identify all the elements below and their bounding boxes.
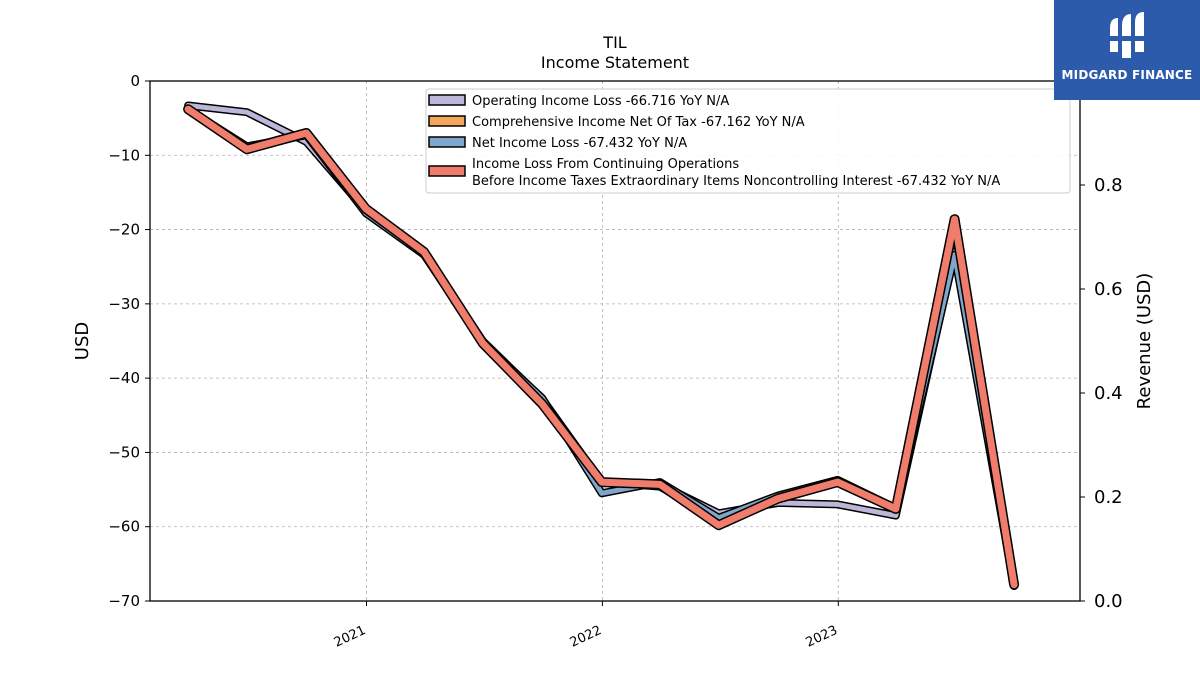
- y2-tick-label: 0.6: [1094, 279, 1123, 300]
- x-tick-label: 2023: [804, 623, 840, 651]
- series-line: [184, 105, 1018, 589]
- y2-tick-label: 0.2: [1094, 487, 1123, 508]
- legend-label: Income Loss From Continuing Operations: [472, 157, 739, 172]
- legend-label: Net Income Loss -67.432 YoY N/A: [472, 136, 687, 151]
- chart-subtitle: Income Statement: [541, 53, 689, 72]
- legend-swatch: [428, 115, 466, 127]
- legend-swatch: [428, 136, 466, 148]
- y-tick-label: −40: [108, 369, 140, 387]
- plot-frame: [149, 80, 1081, 602]
- chart-title: TIL: [602, 33, 626, 52]
- legend-swatch: [428, 94, 466, 106]
- legend-label: Comprehensive Income Net Of Tax -67.162 …: [472, 115, 805, 130]
- x-tick-label: 2022: [568, 623, 604, 651]
- y-tick-label: −60: [108, 518, 140, 536]
- midgard-logo-icon: [1108, 12, 1146, 58]
- legend: Operating Income Loss -66.716 YoY N/A Com…: [425, 88, 1071, 194]
- x-tick-label: 2021: [332, 623, 368, 651]
- y-tick-label: −70: [108, 592, 140, 610]
- legend-box: [425, 88, 1071, 194]
- y2-tick-label: 0.0: [1094, 591, 1123, 612]
- legend-swatch: [428, 165, 466, 177]
- y2-axis-label: Revenue (USD): [1134, 273, 1155, 410]
- legend-label: Operating Income Loss -66.716 YoY N/A: [472, 94, 729, 109]
- brand-name: MIDGARD FINANCE: [1061, 68, 1193, 82]
- brand-logo: MIDGARD FINANCE: [1054, 0, 1200, 100]
- y-tick-label: −10: [108, 146, 140, 164]
- series-layer: [183, 101, 1020, 591]
- y-axis-label: USD: [72, 322, 93, 360]
- y-tick-label: −20: [108, 221, 140, 239]
- y2-tick-label: 0.8: [1094, 175, 1123, 196]
- y-tick-label: 0: [130, 72, 140, 90]
- legend-label: Before Income Taxes Extraordinary Items …: [472, 174, 1000, 189]
- y-tick-label: −50: [108, 443, 140, 461]
- y-tick-label: −30: [108, 295, 140, 313]
- y2-tick-label: 0.4: [1094, 383, 1123, 404]
- axes: 0 −10 −20 −30 −40 −50 −60 −70 0.0 0.2 0.4 0.6 0.8 202…: [108, 72, 1122, 651]
